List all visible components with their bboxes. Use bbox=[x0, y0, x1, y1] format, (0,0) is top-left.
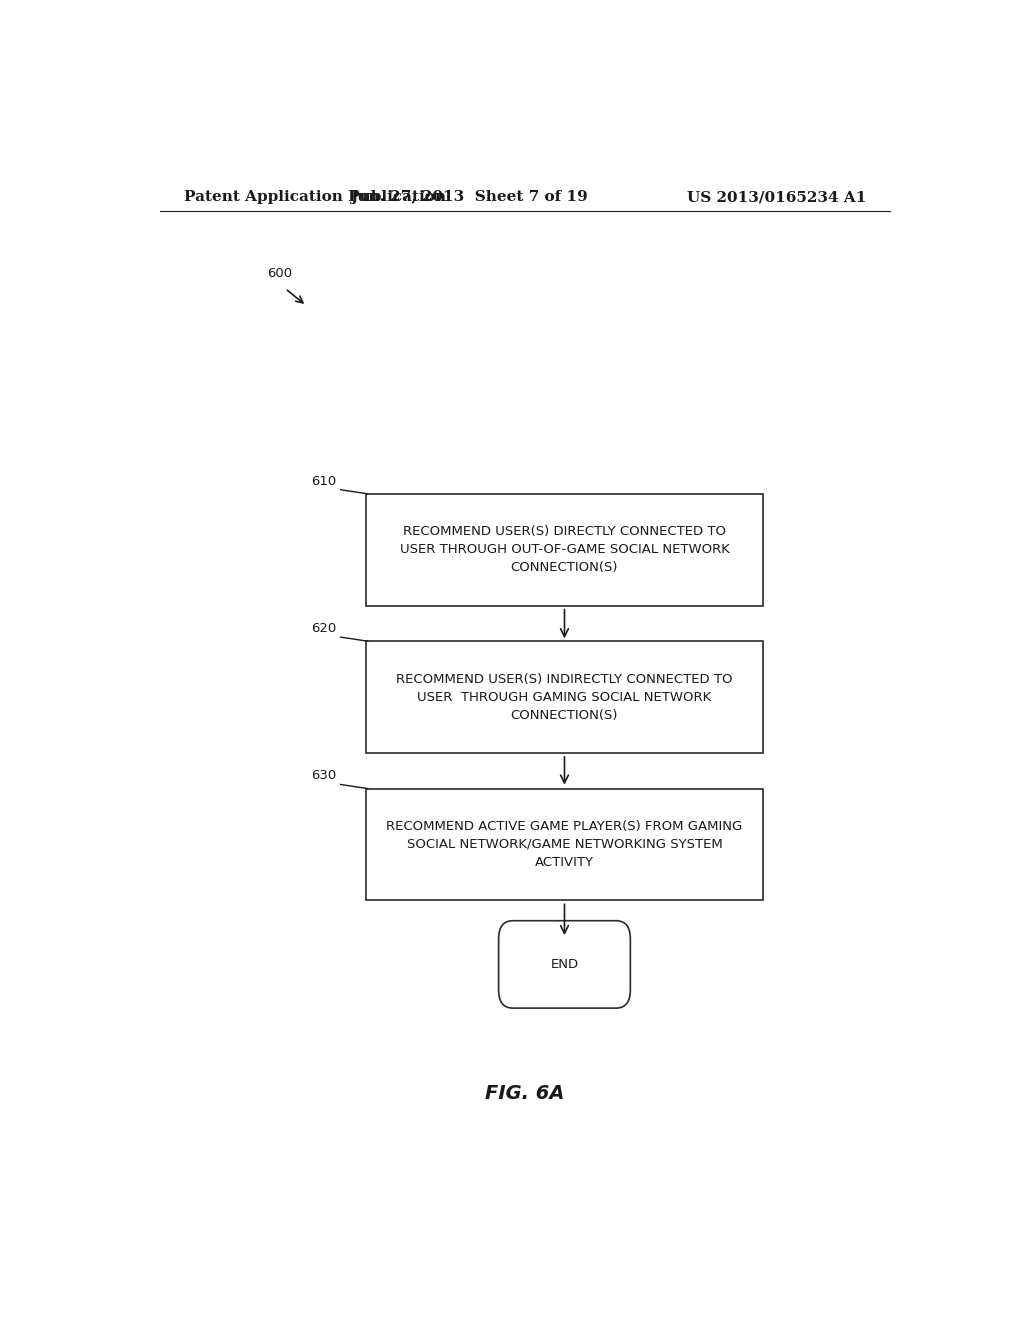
FancyBboxPatch shape bbox=[499, 921, 631, 1008]
Text: 600: 600 bbox=[267, 268, 292, 280]
Text: Jun. 27, 2013  Sheet 7 of 19: Jun. 27, 2013 Sheet 7 of 19 bbox=[350, 190, 588, 205]
Text: END: END bbox=[551, 958, 579, 972]
Text: 610: 610 bbox=[310, 475, 336, 487]
Text: 620: 620 bbox=[310, 622, 336, 635]
FancyBboxPatch shape bbox=[367, 494, 763, 606]
Text: RECOMMEND ACTIVE GAME PLAYER(S) FROM GAMING
SOCIAL NETWORK/GAME NETWORKING SYSTE: RECOMMEND ACTIVE GAME PLAYER(S) FROM GAM… bbox=[386, 820, 742, 869]
Text: Patent Application Publication: Patent Application Publication bbox=[183, 190, 445, 205]
Text: US 2013/0165234 A1: US 2013/0165234 A1 bbox=[687, 190, 866, 205]
Text: FIG. 6A: FIG. 6A bbox=[485, 1084, 564, 1104]
FancyBboxPatch shape bbox=[367, 642, 763, 752]
Text: 630: 630 bbox=[310, 770, 336, 783]
Text: RECOMMEND USER(S) INDIRECTLY CONNECTED TO
USER  THROUGH GAMING SOCIAL NETWORK
CO: RECOMMEND USER(S) INDIRECTLY CONNECTED T… bbox=[396, 673, 733, 722]
FancyBboxPatch shape bbox=[367, 788, 763, 900]
Text: RECOMMEND USER(S) DIRECTLY CONNECTED TO
USER THROUGH OUT-OF-GAME SOCIAL NETWORK
: RECOMMEND USER(S) DIRECTLY CONNECTED TO … bbox=[399, 525, 729, 574]
